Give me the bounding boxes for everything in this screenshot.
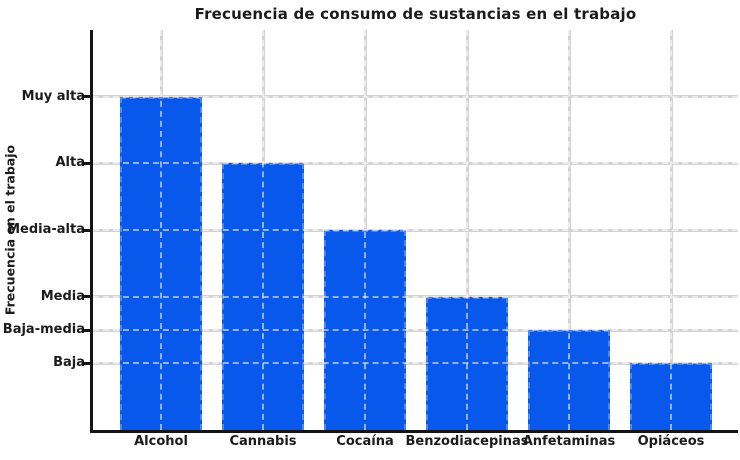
y-tick-label: Baja bbox=[53, 355, 85, 371]
y-axis-spine bbox=[90, 30, 93, 433]
grid-dash-overlay bbox=[93, 229, 738, 231]
grid-dash-overlay bbox=[160, 30, 162, 430]
y-tick-mark bbox=[82, 328, 91, 332]
x-axis-spine bbox=[90, 430, 738, 433]
grid-dash-overlay bbox=[93, 95, 738, 98]
y-tick-label: Media-alta bbox=[7, 222, 85, 237]
x-category-label: Cannabis bbox=[229, 434, 297, 449]
y-tick-label: Muy alta bbox=[21, 88, 85, 104]
y-tick-label: Media bbox=[40, 288, 85, 304]
x-category-label: Alcohol bbox=[134, 434, 188, 449]
grid-dash-overlay bbox=[466, 30, 468, 430]
grid-dash-overlay bbox=[568, 30, 570, 430]
grid-dash-overlay bbox=[364, 30, 366, 430]
y-tick-mark bbox=[82, 295, 91, 299]
plot-area bbox=[82, 30, 738, 433]
y-tick-mark bbox=[82, 228, 91, 232]
x-category-label: Cocaína bbox=[336, 434, 394, 449]
x-category-label: Anfetaminas bbox=[522, 434, 616, 449]
y-tick-mark bbox=[82, 361, 91, 365]
grid-dash-overlay bbox=[93, 362, 738, 365]
grid-dash-overlay bbox=[93, 162, 738, 165]
x-category-label: Benzodiacepinas bbox=[405, 434, 529, 449]
y-tick-mark bbox=[82, 95, 91, 99]
grid-dash-overlay bbox=[262, 30, 264, 430]
y-tick-label: Baja-media bbox=[2, 322, 85, 337]
grid-dash-overlay bbox=[670, 30, 672, 430]
y-tick-label: Alta bbox=[55, 155, 85, 171]
x-category-label: Opiáceos bbox=[637, 434, 705, 449]
y-tick-mark bbox=[82, 161, 91, 165]
chart-title: Frecuencia de consumo de sustancias en e… bbox=[194, 5, 637, 23]
grid-dash-overlay bbox=[93, 295, 738, 298]
grid-dash-overlay bbox=[93, 329, 738, 331]
